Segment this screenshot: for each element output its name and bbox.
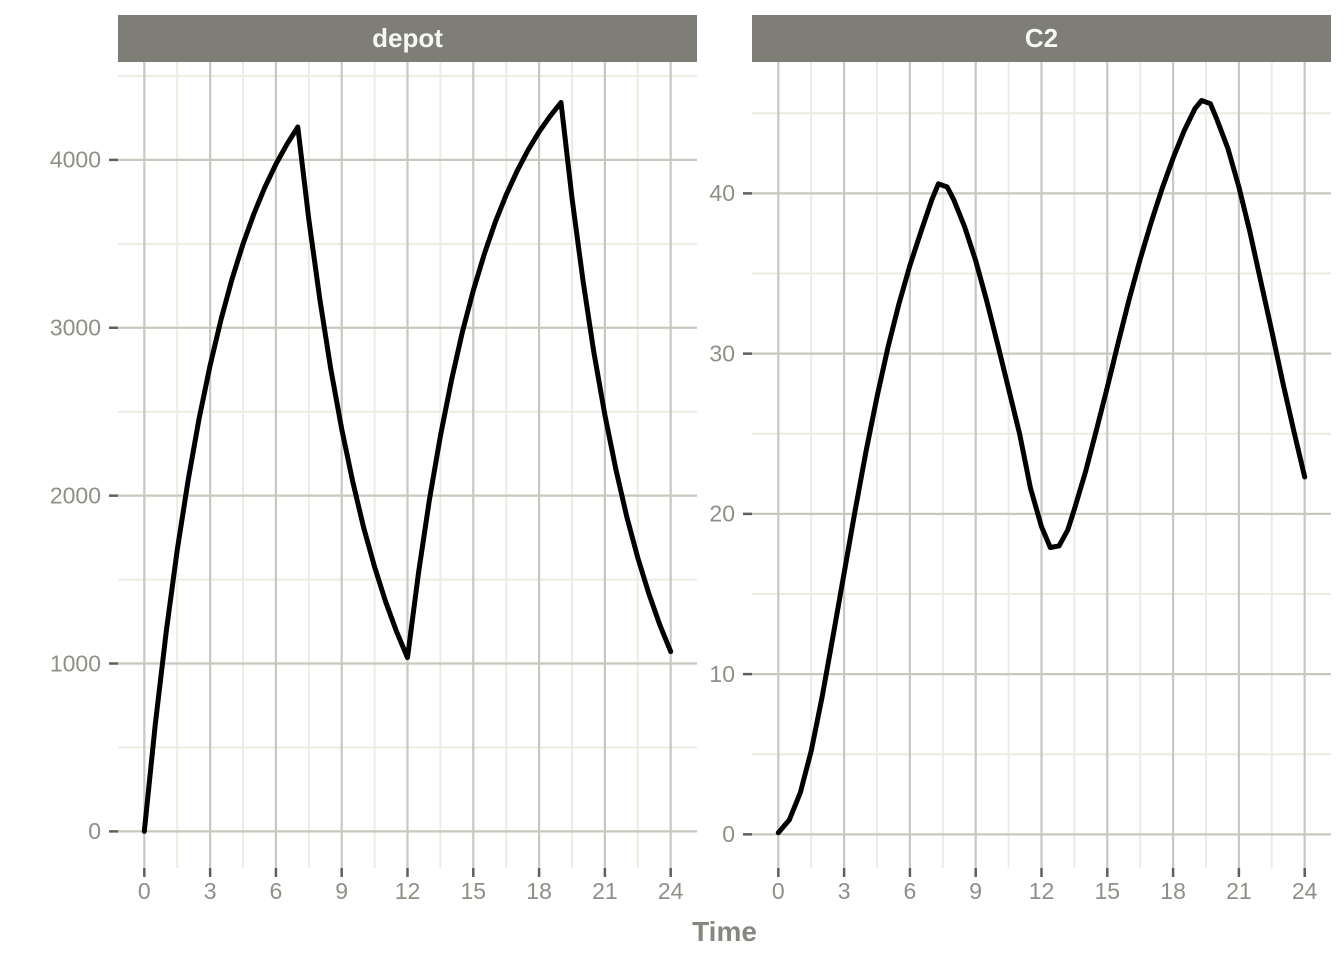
facet-strip-depot xyxy=(118,15,697,62)
facet-panel-c2: 0 3 6 9 12 15 18 21 24 0 10 20 30 40 C2 xyxy=(709,15,1331,904)
x-tick-label: 6 xyxy=(904,878,917,904)
x-tick-label: 15 xyxy=(1094,878,1120,904)
x-tick-label: 3 xyxy=(838,878,851,904)
x-tick-label: 21 xyxy=(1226,878,1252,904)
axis-ticks-c2 xyxy=(743,192,1306,877)
x-tick-label: 24 xyxy=(658,878,684,904)
x-tick-label: 21 xyxy=(592,878,618,904)
x-tick-label: 12 xyxy=(395,878,421,904)
series-line-depot xyxy=(141,100,674,834)
y-tick-label: 20 xyxy=(709,501,735,527)
y-tick-label: 1000 xyxy=(50,650,101,676)
x-tick-label: 12 xyxy=(1029,878,1055,904)
y-tick-label: 30 xyxy=(709,340,735,366)
y-tick-label: 0 xyxy=(722,821,735,847)
facet-strip-title-depot: depot xyxy=(372,23,443,53)
y-tick-label: 10 xyxy=(709,661,735,687)
x-tick-label: 18 xyxy=(1160,878,1186,904)
x-tick-label: 3 xyxy=(204,878,217,904)
facet-strip-title-c2: C2 xyxy=(1025,23,1058,53)
series-c2 xyxy=(775,98,1308,836)
y-tick-label: 3000 xyxy=(50,315,101,341)
facet-strip-c2 xyxy=(752,15,1331,62)
x-tick-label: 0 xyxy=(772,878,785,904)
y-tick-label: 0 xyxy=(88,818,101,844)
x-tick-label: 15 xyxy=(460,878,486,904)
axis-labels-c2: 0 3 6 9 12 15 18 21 24 0 10 20 30 40 xyxy=(709,180,1317,904)
x-tick-label: 6 xyxy=(270,878,283,904)
facet-panel-depot: 0 3 6 9 12 15 18 21 24 0 1000 2000 3000 4000 depot xyxy=(50,15,697,904)
axis-labels-depot: 0 3 6 9 12 15 18 21 24 0 1000 2000 3000 4000 xyxy=(50,147,684,904)
gridlines-depot xyxy=(118,62,697,868)
x-tick-label: 18 xyxy=(526,878,552,904)
y-tick-label: 2000 xyxy=(50,482,101,508)
gridlines-c2 xyxy=(752,62,1331,868)
x-tick-label: 24 xyxy=(1292,878,1318,904)
x-axis-title: Time xyxy=(692,916,757,947)
y-tick-label: 4000 xyxy=(50,147,101,173)
y-tick-label: 40 xyxy=(709,180,735,206)
x-tick-label: 0 xyxy=(138,878,151,904)
x-tick-label: 9 xyxy=(969,878,982,904)
series-depot xyxy=(141,100,674,834)
x-tick-label: 9 xyxy=(335,878,348,904)
axis-ticks-depot xyxy=(109,158,672,877)
series-line-C2 xyxy=(775,98,1308,836)
